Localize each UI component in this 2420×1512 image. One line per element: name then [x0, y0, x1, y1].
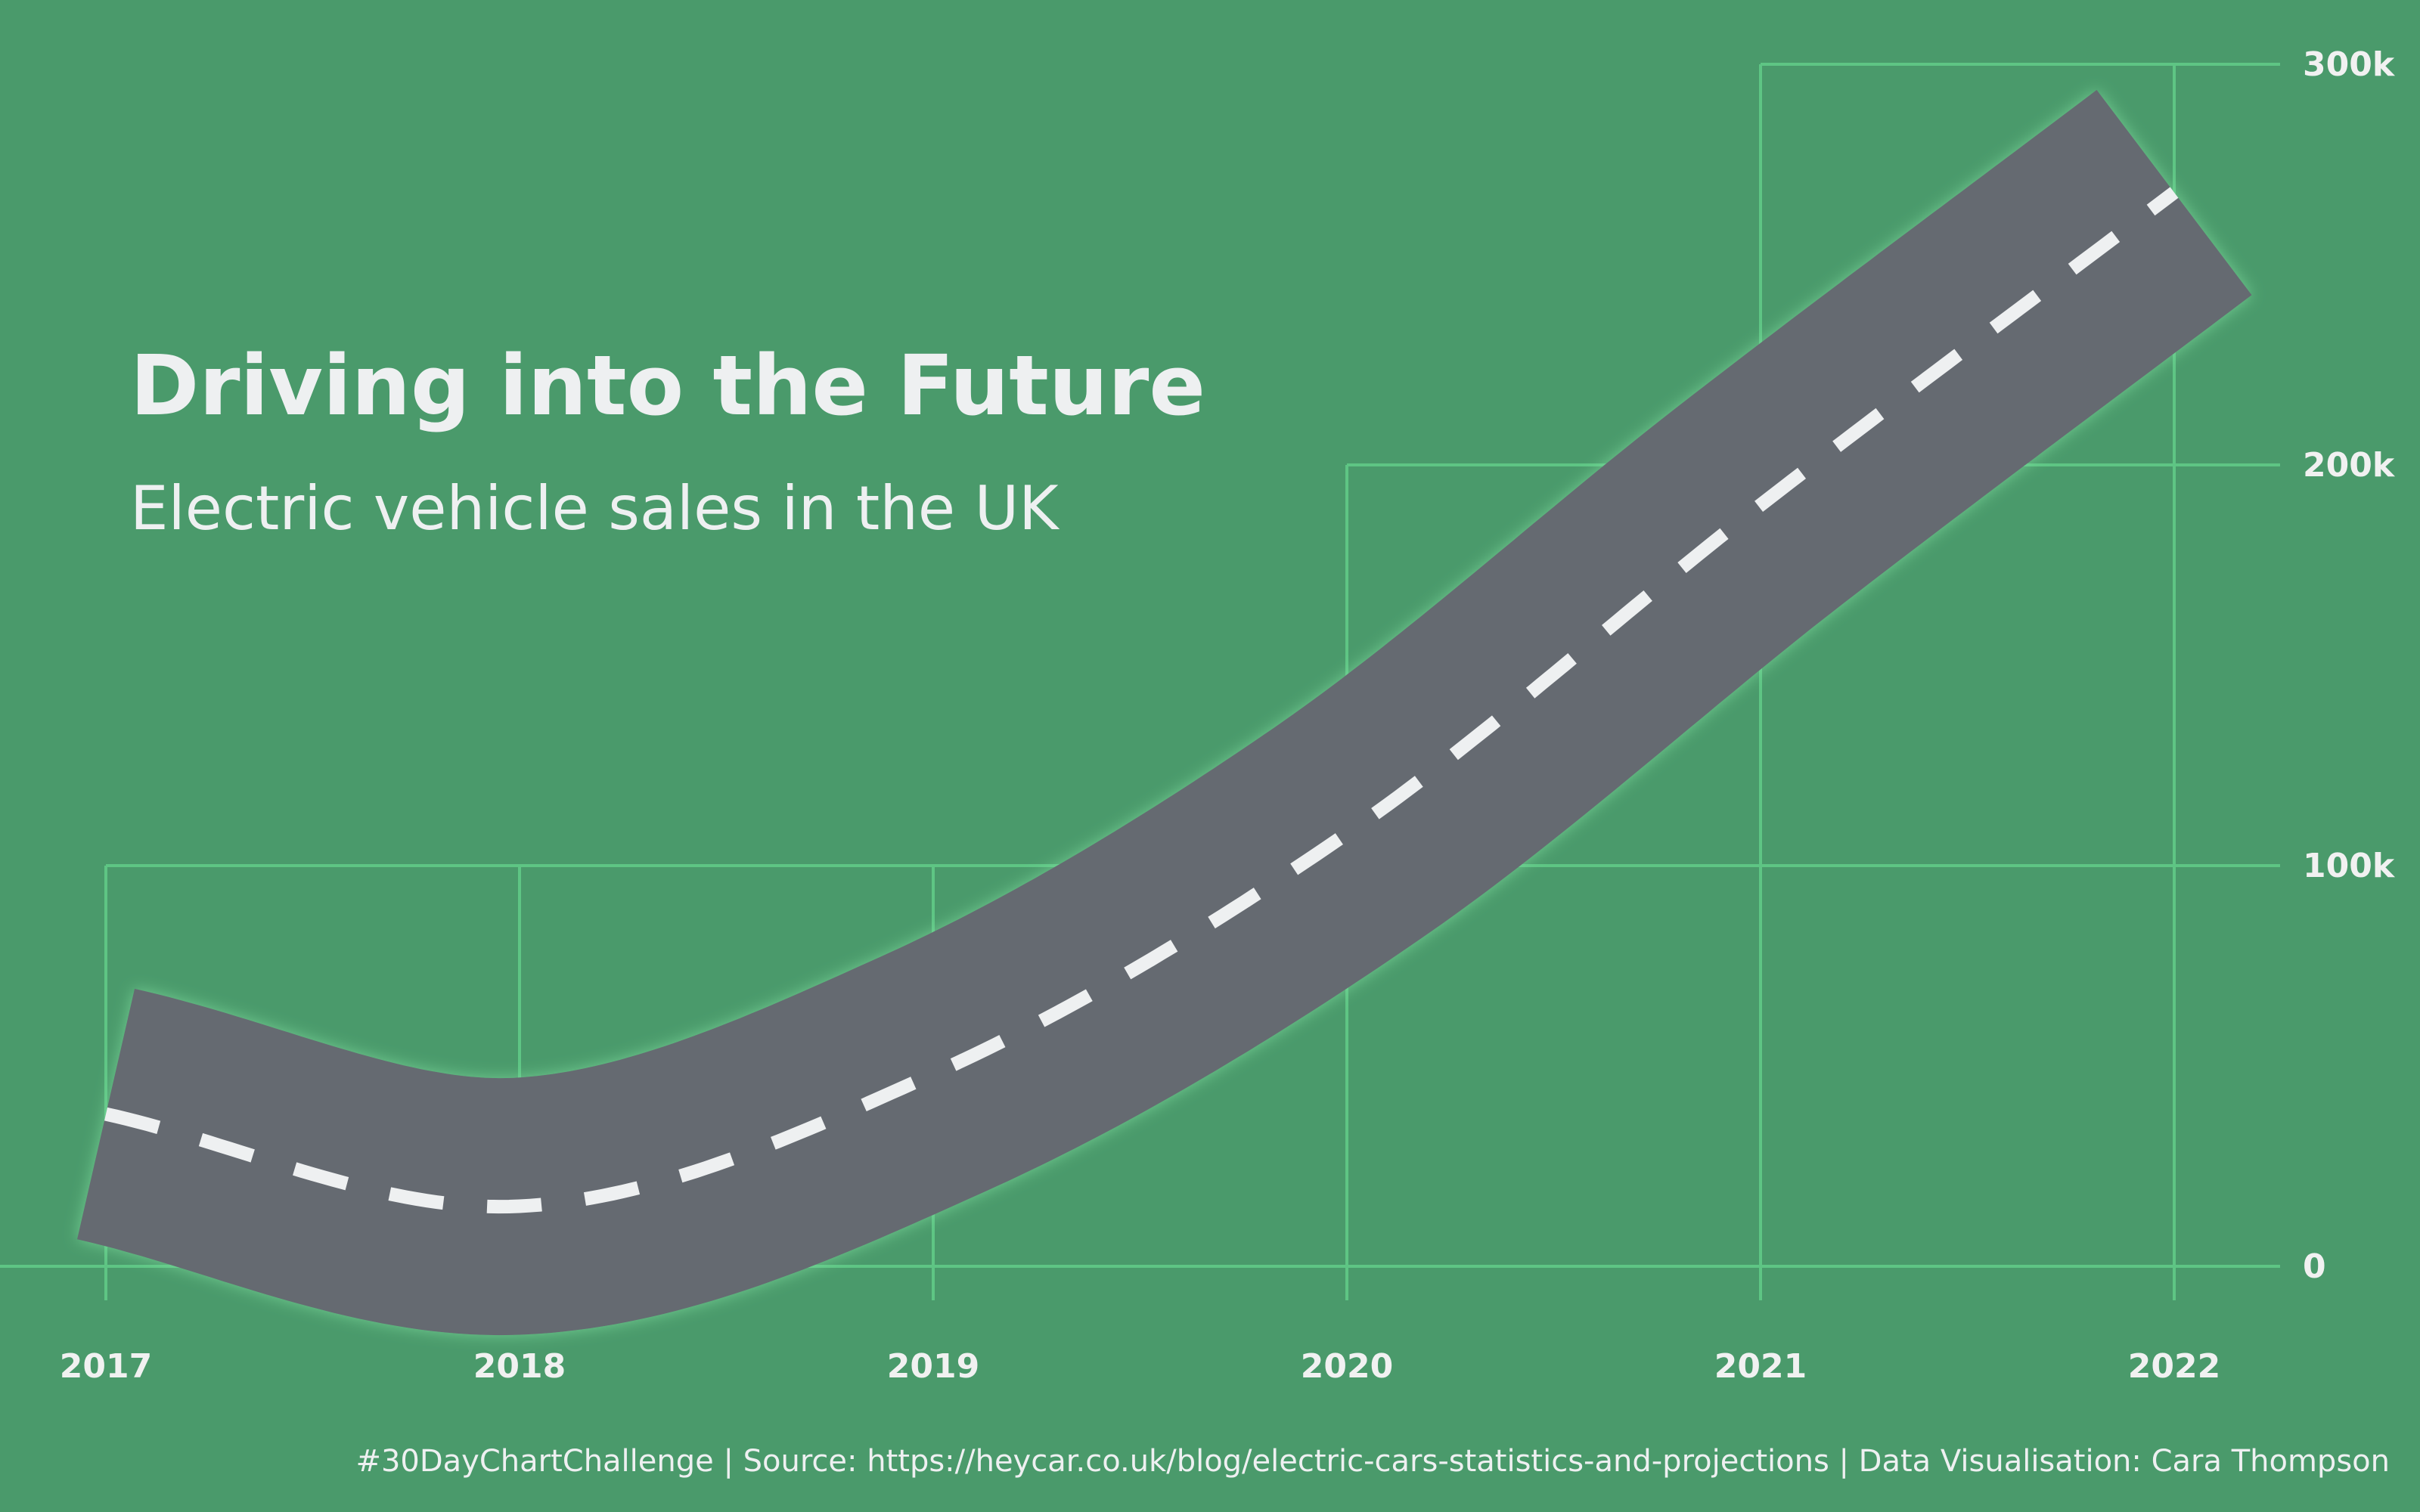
x-tick-label: 2019 — [887, 1347, 979, 1386]
y-tick-label: 100k — [2303, 847, 2396, 885]
x-tick-label: 2017 — [60, 1347, 152, 1386]
x-axis: 2017 2018 2019 2020 2021 2022 — [60, 1347, 2220, 1386]
y-axis: 0 100k 200k 300k — [2303, 45, 2396, 1286]
chart-caption: #30DayChartChallenge | Source: https://h… — [355, 1444, 2390, 1479]
chart-subtitle: Electric vehicle sales in the UK — [130, 473, 1060, 544]
y-tick-label: 0 — [2303, 1247, 2326, 1286]
x-tick-label: 2020 — [1301, 1347, 1393, 1386]
chart-title: Driving into the Future — [130, 337, 1205, 434]
road-ribbon — [77, 89, 2252, 1336]
lane-marking-line — [104, 187, 2179, 1214]
x-tick-label: 2021 — [1714, 1347, 1807, 1386]
y-tick-label: 200k — [2303, 446, 2396, 485]
y-tick-label: 300k — [2303, 45, 2396, 84]
x-tick-label: 2022 — [2128, 1347, 2220, 1386]
x-tick-label: 2018 — [473, 1347, 566, 1386]
